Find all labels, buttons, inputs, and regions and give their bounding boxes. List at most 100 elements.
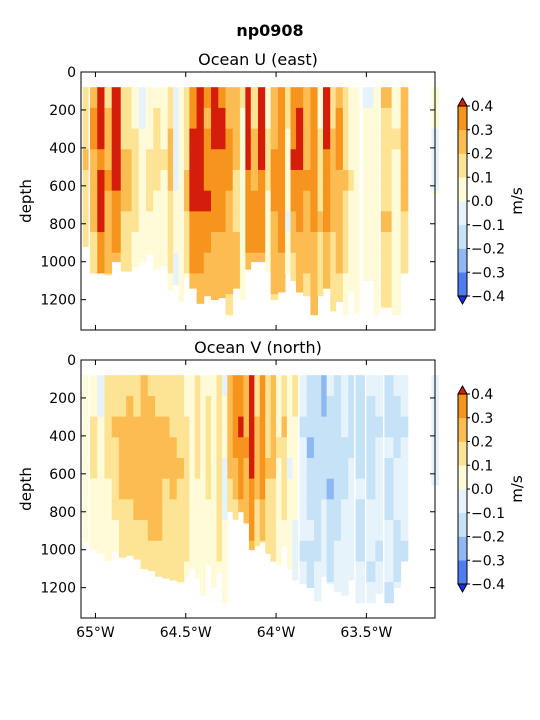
heatmap-cell [286,478,293,500]
heatmap-cell [321,375,328,397]
heatmap-cell [194,375,201,397]
heatmap-cell [348,561,355,581]
heatmap-cell [133,499,141,521]
heatmap-cell [285,252,291,274]
heatmap-cell [254,499,261,521]
heatmap-cell [313,457,322,480]
heatmap-cell [211,149,219,171]
heatmap-cell [225,273,234,295]
heatmap-cell [341,561,349,583]
heatmap-cell [248,375,255,397]
heatmap-cell [97,375,105,397]
heatmap-cell [169,540,178,562]
heatmap-cell [290,87,297,109]
heatmap-cell [245,107,252,129]
heatmap-cell [276,478,282,500]
heatmap-cell [120,149,132,171]
heatmap-cell [335,232,344,254]
heatmap-cell [335,128,344,150]
colorbar-tick-label: −0.2 [471,242,505,258]
heatmap-cell [221,520,228,542]
heatmap-cell [126,375,134,397]
heatmap-cell [173,107,179,129]
heatmap-cell [90,375,98,397]
heatmap-cell [243,395,250,417]
heatmap-cell [400,149,409,171]
heatmap-cell [155,457,163,480]
heatmap-cell [138,211,147,233]
heatmap-cell [285,107,291,129]
heatmap-cell [384,582,394,604]
heatmap-cell [326,561,335,583]
heatmap-cell [160,107,169,129]
heatmap-cell [265,149,272,171]
heatmap-cell [310,149,318,171]
heatmap-cell [285,211,291,233]
heatmap-cell [183,375,190,397]
heatmap-cell [292,520,299,542]
heatmap-cell [265,395,272,417]
heatmap-cell [375,561,384,583]
heatmap-cell [391,190,402,212]
heatmap-cell [153,211,161,233]
heatmap-cell [133,395,141,417]
heatmap-cell [335,149,344,171]
heatmap-cell [82,375,89,397]
heatmap-cell [216,540,223,562]
heatmap-cell [391,87,402,109]
heatmap-cell [335,169,344,192]
heatmap-cell [90,540,98,551]
heatmap-cell [299,457,308,480]
heatmap-cell [216,561,223,573]
heatmap-cell [330,211,337,233]
heatmap-cell [104,437,113,459]
heatmap-cell [218,169,226,192]
heatmap-cell [250,252,259,263]
heatmap-cell [111,499,120,521]
heatmap-cell [295,190,304,212]
heatmap-cell [205,395,212,417]
heatmap-cell [90,211,100,233]
heatmap-cell [245,232,252,254]
heatmap-cell [391,273,402,295]
heatmap-cell [259,520,266,542]
heatmap-cell [276,437,282,459]
heatmap-cell [400,540,409,562]
heatmap-cells [82,375,440,604]
heatmap-cell [146,169,154,192]
heatmap-cell [330,87,337,109]
heatmap-cell [218,273,226,295]
heatmap-cell [178,190,185,212]
heatmap-cell [265,211,272,233]
heatmap-cell [232,437,239,459]
heatmap-cell [104,211,113,233]
heatmap-cell [265,478,272,500]
heatmap-cell [111,128,122,150]
heatmap-cell [400,107,409,129]
heatmap-cell [146,252,154,255]
heatmap-cell [303,128,311,150]
heatmap-cell [111,457,120,480]
y-tick-label: 0 [67,353,76,369]
heatmap-cell [380,169,393,192]
heatmap-cell [330,107,337,129]
heatmap-cell [270,232,279,254]
heatmap-cell [173,232,179,254]
heatmap-cell [104,478,113,500]
heatmap-cell [111,107,122,129]
heatmap-cell [286,437,293,459]
heatmap-cell [270,252,279,274]
heatmap-cell [265,540,272,554]
heatmap-cell [169,457,178,480]
colorbar-tick-label: 0.1 [471,170,493,186]
heatmap-cell [138,107,147,129]
heatmap-cell [111,211,122,233]
heatmap-cell [131,232,140,254]
heatmap-cell [167,149,174,171]
heatmap-cell [97,211,107,233]
colorbar-segment [458,129,467,154]
heatmap-cell [97,520,105,542]
colorbar-tick-label: 0.4 [471,387,493,403]
heatmap-cell [189,128,197,150]
heatmap-cell [183,169,190,192]
